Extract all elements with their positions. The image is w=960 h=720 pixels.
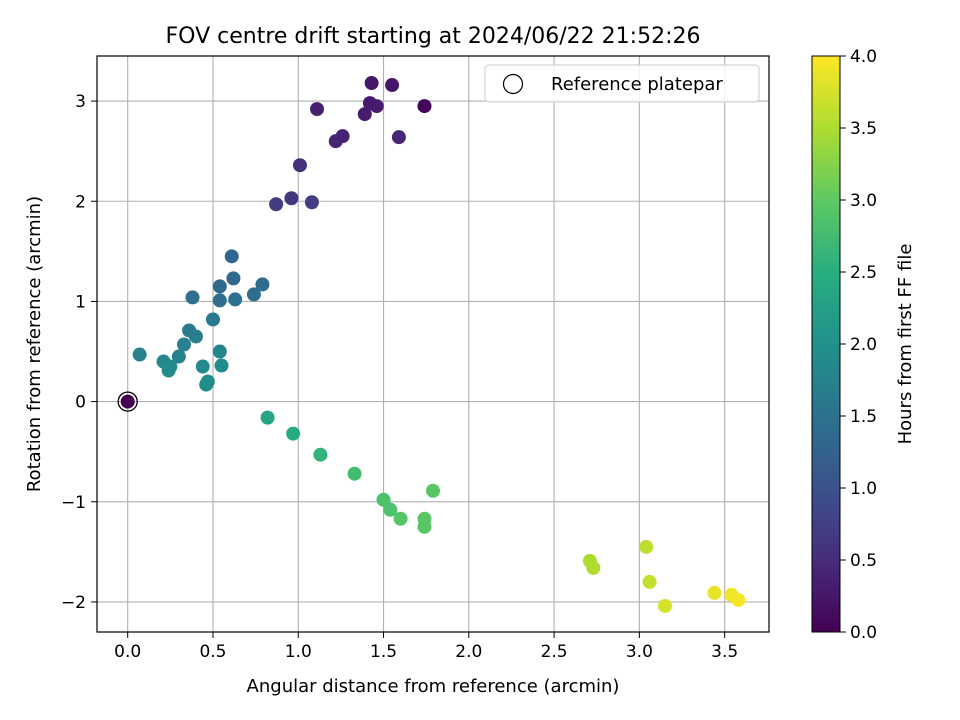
y-tick-label: −1 — [61, 493, 86, 513]
y-axis-label: Rotation from reference (arcmin) — [24, 196, 45, 492]
data-point — [731, 592, 746, 607]
y-tick-label: 0 — [75, 393, 86, 413]
legend-entry-reference: Reference platepar — [551, 74, 723, 95]
data-point — [269, 197, 284, 212]
x-tick-label: 0.5 — [199, 642, 226, 662]
data-point — [707, 585, 722, 600]
reference-marker-icon — [117, 391, 138, 412]
x-axis-label: Angular distance from reference (arcmin) — [247, 676, 620, 697]
x-axis-ticks: 0.0 0.5 1.0 1.5 2.0 2.5 3.0 3.5 — [114, 632, 738, 662]
grid-lines — [97, 56, 769, 632]
data-point — [195, 359, 210, 374]
x-tick-label: 1.5 — [370, 642, 397, 662]
data-point — [185, 290, 200, 305]
x-tick-label: 1.0 — [285, 642, 312, 662]
reference-marker-layer — [117, 391, 138, 412]
colorbar-tick-label: 1.5 — [850, 407, 877, 427]
legend-marker-icon — [502, 73, 524, 95]
colorbar-tick-label: 4.0 — [850, 47, 877, 67]
data-point — [161, 363, 176, 378]
colorbar: 0.0 0.5 1.0 1.5 2.0 2.5 3.0 3.5 4.0 Hours from f… — [811, 47, 916, 643]
y-tick-label: 2 — [75, 192, 86, 212]
chart-title: FOV centre drift starting at 2024/06/22 … — [166, 24, 701, 49]
data-points — [120, 76, 746, 613]
x-tick-label: 3.5 — [711, 642, 738, 662]
data-point — [176, 337, 191, 352]
data-point — [642, 574, 657, 589]
data-point — [212, 344, 227, 359]
data-point — [417, 99, 432, 114]
x-tick-label: 3.0 — [626, 642, 653, 662]
data-point — [292, 158, 307, 173]
data-point — [171, 349, 186, 364]
data-point — [657, 598, 672, 613]
colorbar-tick-label: 0.5 — [850, 551, 877, 571]
data-point — [214, 358, 229, 373]
data-point — [310, 102, 325, 117]
data-point — [347, 466, 362, 481]
data-point — [120, 394, 135, 409]
data-point — [417, 519, 432, 534]
data-point — [426, 483, 440, 498]
data-point — [188, 329, 203, 344]
data-point — [376, 492, 391, 507]
colorbar-tick-label: 2.5 — [850, 263, 877, 283]
data-point — [212, 293, 227, 308]
data-point — [228, 292, 243, 307]
data-point — [284, 191, 299, 206]
colorbar-ticks: 0.0 0.5 1.0 1.5 2.0 2.5 3.0 3.5 4.0 — [840, 47, 877, 643]
colorbar-tick-label: 2.0 — [850, 335, 877, 355]
data-point — [260, 410, 275, 425]
data-point — [383, 502, 398, 517]
legend: Reference platepar — [484, 64, 760, 103]
x-tick-label: 0.0 — [114, 642, 141, 662]
data-point — [369, 99, 384, 114]
data-point — [304, 195, 319, 210]
data-point — [393, 511, 408, 526]
data-point — [639, 539, 654, 554]
x-tick-label: 2.5 — [541, 642, 568, 662]
x-tick-label: 2.0 — [455, 642, 482, 662]
colorbar-gradient — [811, 55, 841, 633]
colorbar-tick-label: 3.5 — [850, 119, 877, 139]
colorbar-tick-label: 1.0 — [850, 479, 877, 499]
y-tick-label: 1 — [75, 292, 86, 312]
data-point — [212, 279, 227, 294]
data-point — [255, 277, 270, 292]
data-point — [226, 271, 241, 286]
data-point — [385, 78, 400, 93]
data-point — [391, 130, 406, 145]
data-point — [286, 426, 301, 441]
data-point — [357, 107, 372, 122]
data-point — [199, 377, 214, 392]
data-point — [246, 287, 261, 302]
legend-box — [484, 64, 760, 103]
data-point — [313, 447, 328, 462]
y-tick-label: −2 — [61, 593, 86, 613]
data-point — [132, 347, 147, 362]
data-point — [364, 76, 379, 91]
colorbar-tick-label: 0.0 — [850, 623, 877, 643]
y-axis-ticks: −2 −1 0 1 2 3 — [61, 92, 97, 613]
data-point — [205, 312, 220, 327]
data-point — [224, 249, 239, 264]
data-point — [328, 134, 343, 149]
plot-area-frame — [96, 55, 770, 633]
colorbar-tick-label: 3.0 — [850, 191, 877, 211]
y-tick-label: 3 — [75, 92, 86, 112]
colorbar-label: Hours from first FF file — [895, 244, 916, 445]
data-point — [586, 560, 601, 575]
